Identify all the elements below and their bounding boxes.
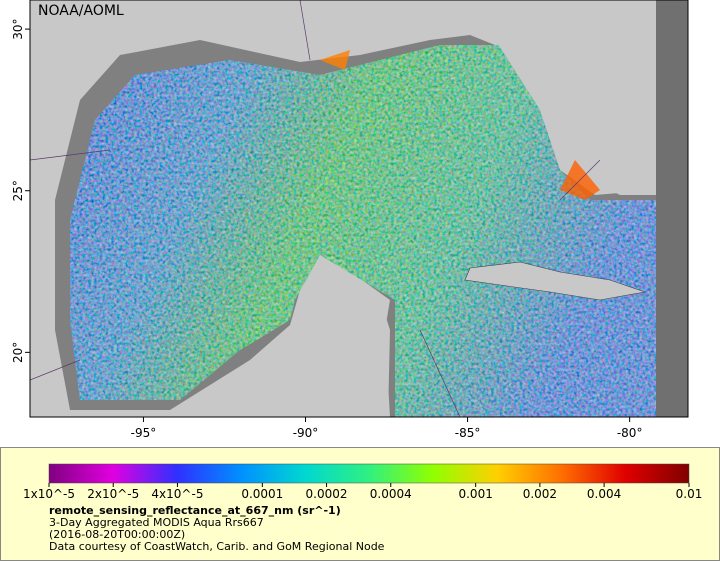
lon-tick-label: -85° — [455, 426, 481, 440]
lat-tick-label: 25° — [11, 180, 25, 201]
map-figure: NOAA/AOML -95° -90° -85° -80° 20° 25° 30° — [11, 0, 689, 440]
colorbar-tick-label: 1x10^-5 — [23, 487, 75, 498]
florida — [470, 0, 656, 195]
colorbar-tick-label: 0.01 — [676, 487, 703, 498]
credit-label: NOAA/AOML — [38, 3, 124, 19]
map-area — [30, 0, 688, 417]
colorbar: 1x10^-5 2x10^-5 4x10^-5 0.0001 0.0002 0.0004 0… — [23, 463, 703, 498]
colorbar-tick-label: 0.0004 — [370, 487, 412, 498]
colorbar-tick-label: 0.0002 — [306, 487, 348, 498]
lat-tick-label: 30° — [11, 18, 25, 39]
lon-tick-label: -80° — [617, 426, 643, 440]
lon-tick-label: -90° — [293, 426, 319, 440]
colorbar-tick-label: 0.002 — [523, 487, 557, 498]
cuba — [464, 261, 647, 301]
caption-line: 3-Day Aggregated MODIS Aqua Rrs667 — [49, 516, 264, 529]
reflectance-field — [70, 45, 656, 417]
colorbar-tick-label: 4x10^-5 — [151, 487, 203, 498]
legend-panel: 1x10^-5 2x10^-5 4x10^-5 0.0001 0.0002 0.0004 0… — [0, 447, 720, 561]
border-line — [30, 0, 601, 417]
caption-line: Data courtesy of CoastWatch, Carib. and … — [49, 540, 385, 553]
yucatan — [290, 298, 390, 417]
variable-name: remote_sensing_reflectance_at_667_nm (sr… — [49, 504, 341, 517]
colorbar-tick-label: 2x10^-5 — [87, 487, 139, 498]
caption-line: (2016-08-20T00:00:00Z) — [49, 528, 186, 541]
lat-tick-label: 20° — [11, 342, 25, 363]
map-frame — [29, 0, 689, 418]
colorbar-tick-label: 0.0001 — [241, 487, 283, 498]
colorbar-tick-label: 0.001 — [458, 487, 492, 498]
lon-tick-label: -95° — [131, 426, 157, 440]
no-data-band — [656, 0, 688, 417]
high-reflectance-patch — [320, 50, 350, 70]
colorbar-ramp — [48, 463, 690, 484]
colorbar-tick-label: 0.004 — [587, 487, 621, 498]
